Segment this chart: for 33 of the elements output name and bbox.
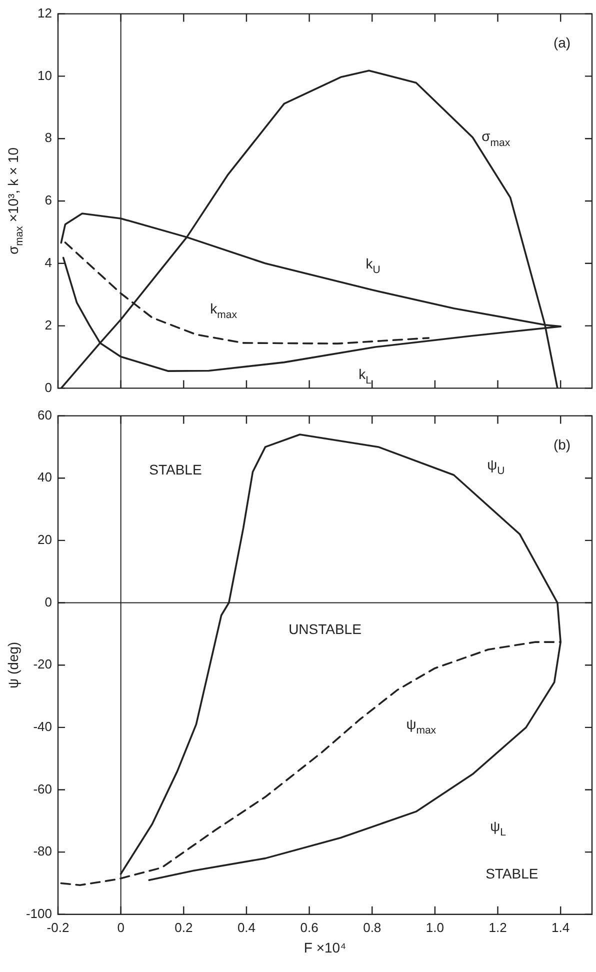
y-tick-label: 20 (38, 532, 52, 548)
y-axis-title: σmax ×10³, k × 10 (4, 147, 26, 255)
x-tick-label: 0.8 (363, 920, 382, 935)
y-tick-label: 0 (44, 594, 52, 610)
y-tick-label: 12 (38, 5, 52, 20)
x-tick-label: 0.4 (237, 920, 256, 935)
y-tick-label: 4 (44, 254, 52, 270)
x-tick-label: 1.4 (552, 920, 570, 935)
y-tick-label: 6 (44, 192, 52, 208)
y-tick-label: 40 (38, 470, 52, 485)
x-tick-label: 1.2 (488, 920, 507, 935)
y-tick-label: 8 (44, 130, 52, 146)
y-tick-label: 2 (44, 317, 52, 332)
y-tick-label: -100 (26, 906, 52, 921)
y-tick-label: -80 (33, 844, 52, 859)
y-tick-label: 10 (38, 68, 52, 83)
annotation: STABLE (149, 462, 202, 478)
text: (b) (553, 436, 571, 453)
annotation: UNSTABLE (288, 621, 362, 638)
y-tick-label: 0 (44, 380, 52, 395)
y-tick-label: -40 (33, 719, 52, 734)
y-tick-label: 60 (38, 407, 52, 422)
x-tick-label: 0 (117, 920, 124, 935)
x-tick-label: 1.0 (426, 920, 444, 935)
text: (a) (553, 34, 571, 51)
x-tick-label: 0.6 (300, 920, 318, 935)
x-tick-label: -0.2 (46, 920, 70, 935)
y-tick-label: -20 (33, 656, 52, 672)
annotation: STABLE (486, 865, 538, 882)
y-tick-label: -60 (33, 781, 52, 796)
x-axis-title: F ×10⁴ (304, 939, 346, 956)
x-tick-label: 0.2 (174, 920, 193, 935)
y-axis-title: ψ (deg) (4, 642, 21, 688)
